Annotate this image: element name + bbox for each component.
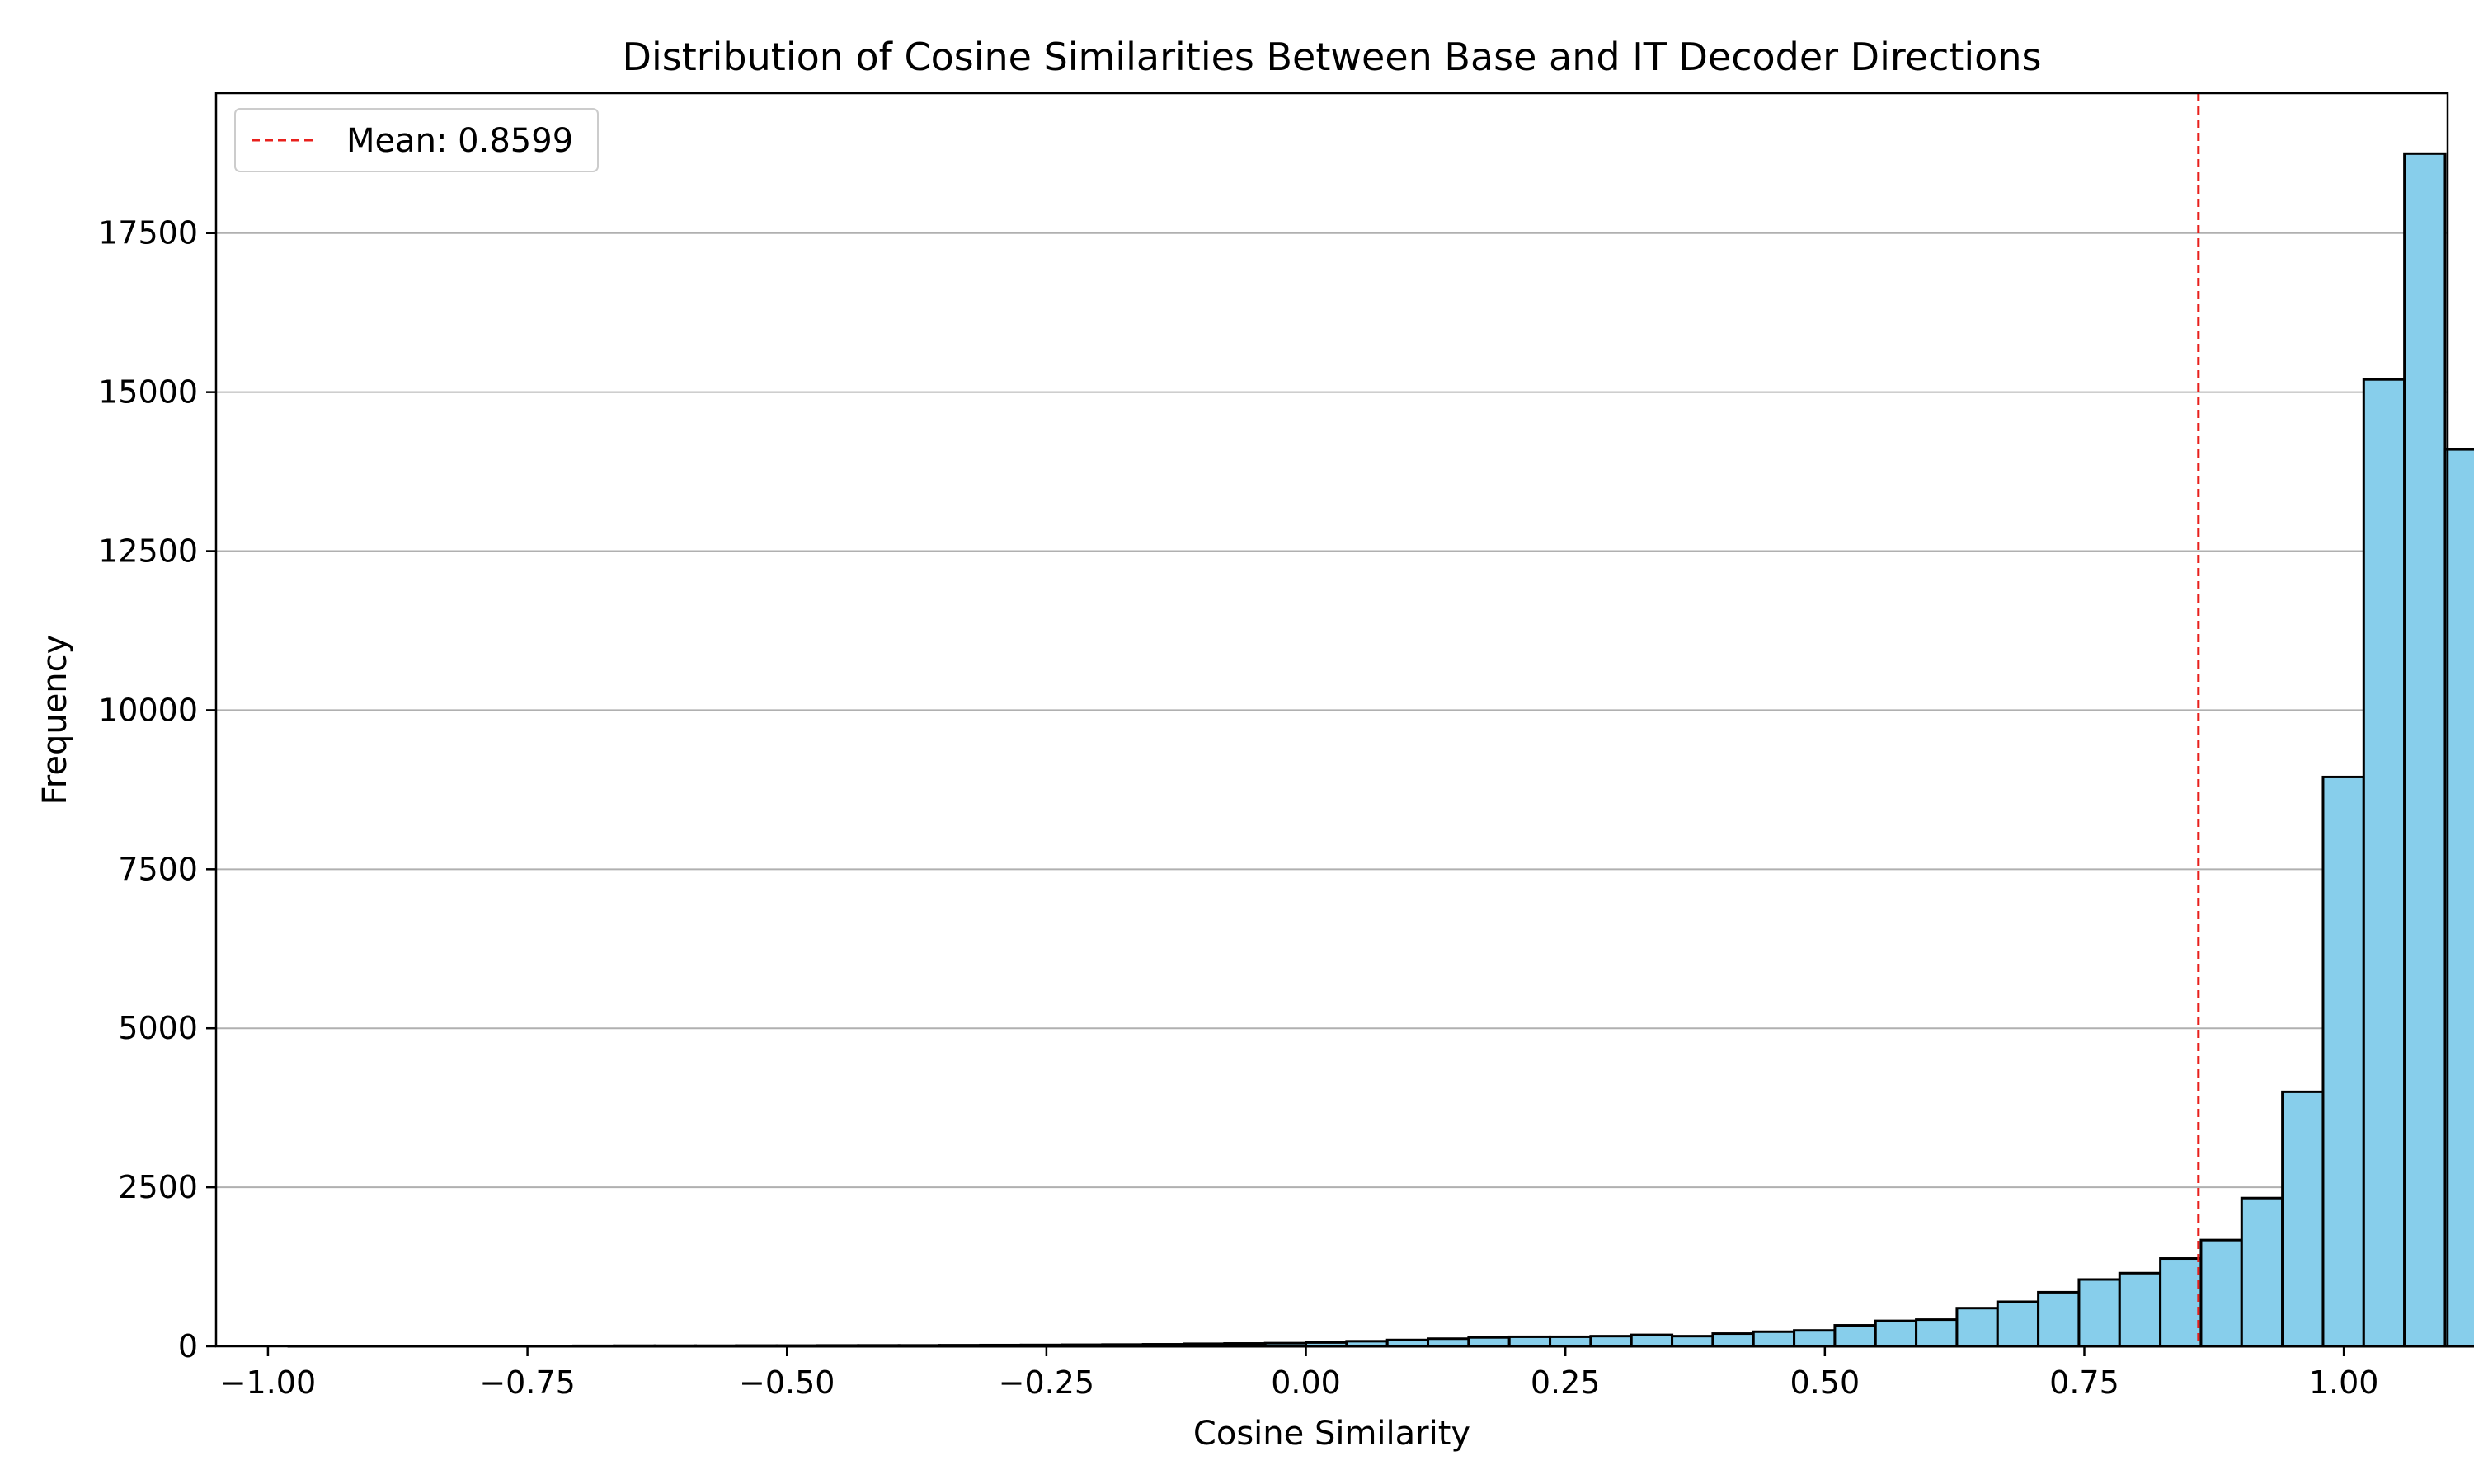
histogram-bar (1549, 1335, 1592, 1348)
histogram-bar (1996, 1300, 2040, 1348)
y-tick-label: 12500 (98, 533, 198, 570)
histogram-bar (2118, 1271, 2162, 1348)
x-tick-label: 0.25 (1531, 1364, 1601, 1401)
x-axis-ticks: −1.00 −0.75 −0.50 −0.25 0.00 0.25 0.50 0.75 1.00 (220, 1346, 2379, 1401)
histogram-bar (1915, 1318, 1959, 1348)
y-axis-ticks: 0 2500 5000 7500 10000 12500 15000 17500 (98, 215, 216, 1364)
histogram-bar (1507, 1335, 1552, 1348)
histogram-bar (1671, 1335, 1714, 1348)
chart-title: Distribution of Cosine Similarities Betw… (623, 35, 2042, 79)
histogram-bar (1955, 1307, 1999, 1348)
y-axis-label: Frequency (36, 635, 74, 805)
histogram-bar (1630, 1333, 1674, 1348)
x-tick-label: 1.00 (2309, 1364, 2379, 1401)
legend: Mean: 0.8599 (234, 108, 599, 172)
histogram-bar (2037, 1290, 2081, 1348)
legend-mean-label: Mean: 0.8599 (346, 122, 573, 160)
x-tick-label: 0.75 (2049, 1364, 2119, 1401)
y-tick-label: 0 (178, 1328, 198, 1364)
x-tick-label: −0.25 (999, 1364, 1094, 1401)
y-tick-label: 5000 (118, 1010, 198, 1046)
histogram-bar (1833, 1324, 1877, 1348)
histogram-bar (2443, 448, 2474, 1348)
histogram-bar (1793, 1329, 1837, 1348)
histogram-bar (2281, 1090, 2325, 1348)
y-tick-label: 10000 (98, 692, 198, 728)
x-tick-label: −0.50 (739, 1364, 835, 1401)
plot-frame (214, 92, 2449, 1348)
histogram-bar (2240, 1196, 2284, 1348)
legend-box (234, 108, 599, 172)
histogram-bar (2077, 1278, 2121, 1348)
histogram-bar (1467, 1336, 1511, 1348)
y-tick-label: 15000 (98, 374, 198, 411)
y-tick-label: 7500 (118, 851, 198, 887)
x-tick-label: 0.00 (1271, 1364, 1341, 1401)
histogram-bar (1589, 1335, 1633, 1348)
histogram-bar (2159, 1257, 2203, 1348)
y-tick-label: 2500 (118, 1169, 198, 1205)
x-tick-label: 0.50 (1790, 1364, 1860, 1401)
x-axis-label: Cosine Similarity (1193, 1415, 1470, 1453)
histogram-bar (1752, 1330, 1796, 1348)
grid-lines (216, 232, 2448, 1189)
histogram-bar (1711, 1332, 1755, 1348)
histogram-bar (2403, 152, 2447, 1348)
histogram-bar (2321, 775, 2365, 1348)
histogram-bars (287, 152, 2474, 1348)
y-tick-label: 17500 (98, 215, 198, 251)
x-tick-label: −1.00 (220, 1364, 316, 1401)
x-tick-label: −0.75 (479, 1364, 575, 1401)
histogram-bar (2199, 1238, 2243, 1348)
histogram-bar (1874, 1319, 1918, 1348)
histogram-bar (1427, 1337, 1470, 1348)
histogram-bar (2362, 378, 2406, 1348)
